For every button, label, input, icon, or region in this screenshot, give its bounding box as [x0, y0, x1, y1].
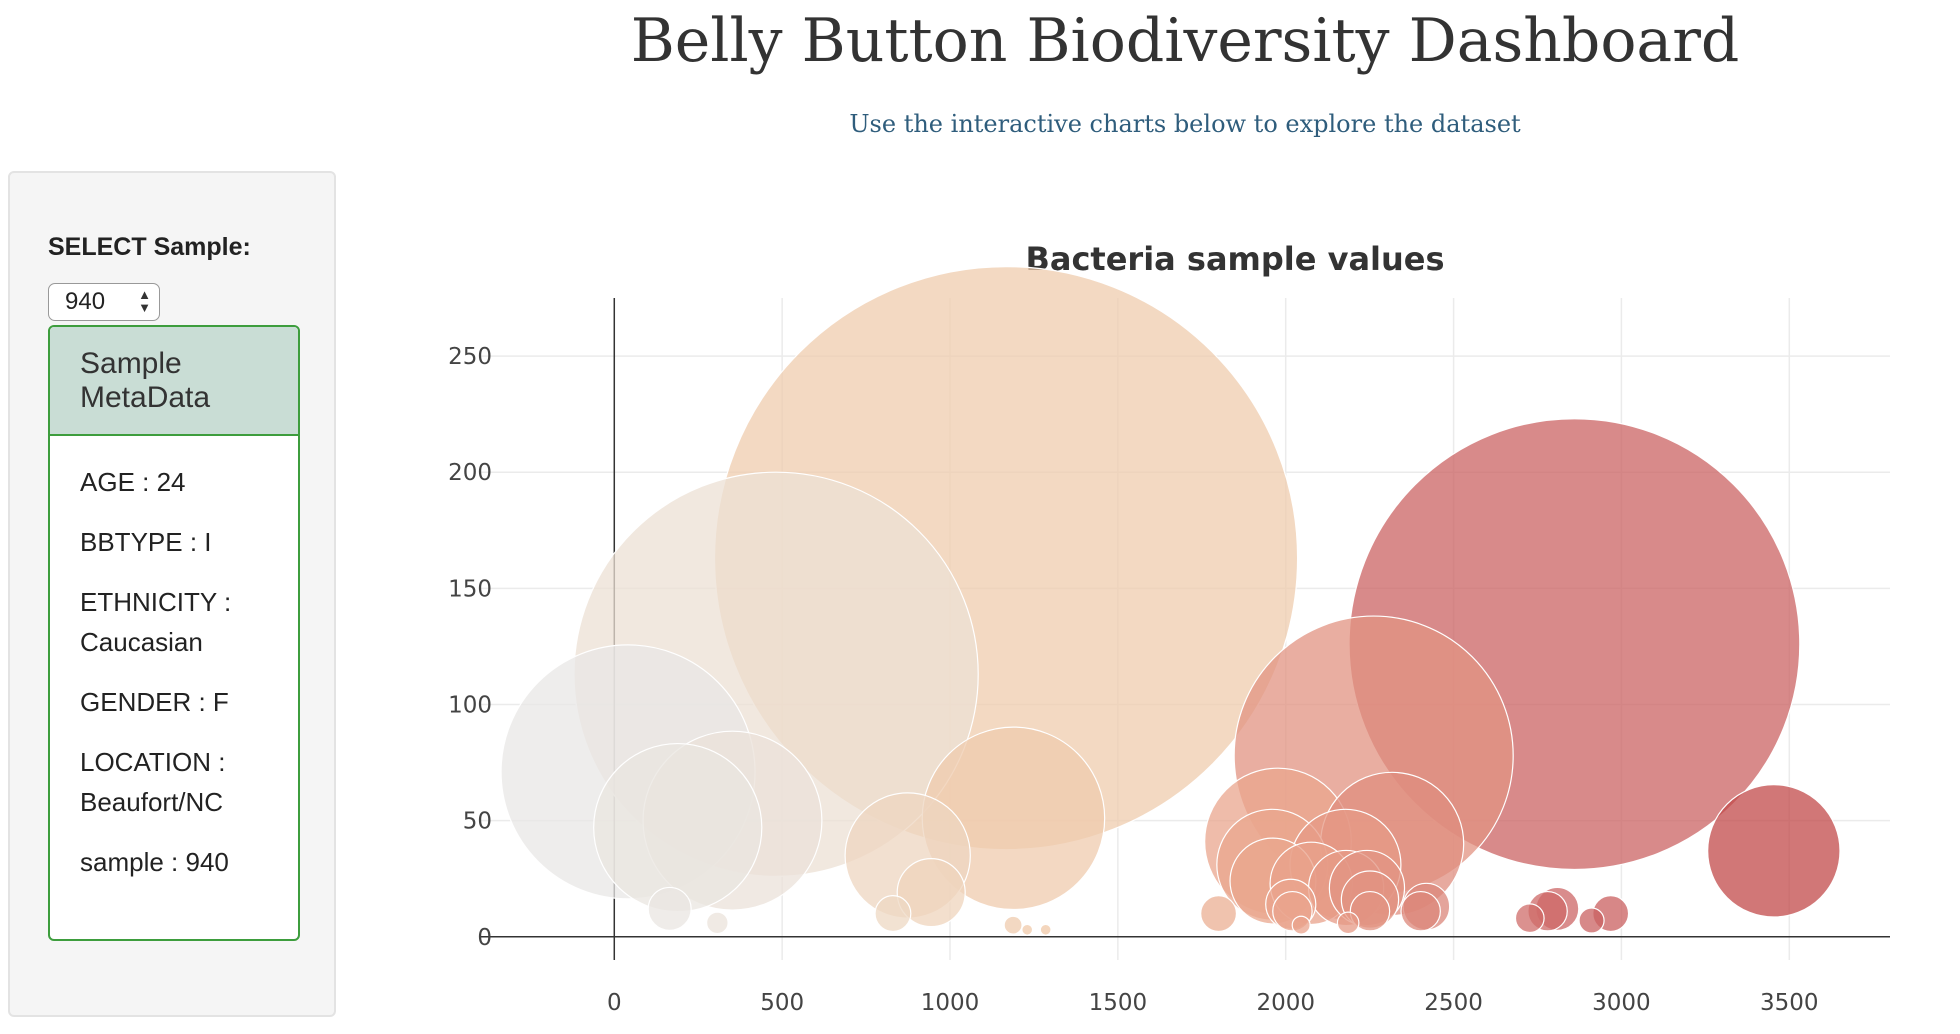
sample-select-value: 940: [65, 288, 106, 315]
metadata-age: AGE : 24: [80, 467, 186, 497]
bubble-point[interactable]: [1291, 915, 1311, 935]
bubble-point[interactable]: [1021, 923, 1034, 936]
metadata-bbtype: BBTYPE : I: [80, 527, 212, 557]
chart-title: Bacteria sample values: [1025, 240, 1444, 278]
metadata-ethnicity: ETHNICITY : Caucasian: [80, 587, 232, 657]
metadata-location: LOCATION : Beaufort/NC: [80, 747, 226, 817]
bubble-point[interactable]: [896, 858, 966, 928]
bubble-point[interactable]: [874, 895, 912, 933]
metadata-list: AGE : 24 BBTYPE : I ETHNICITY : Caucasia…: [50, 436, 298, 882]
y-tick-label: 100: [448, 692, 492, 718]
select-sample-label: SELECT Sample:: [48, 233, 251, 261]
y-tick-label: 150: [448, 576, 492, 602]
bubble-point[interactable]: [1349, 890, 1391, 932]
x-tick-label: 2000: [1256, 990, 1315, 1016]
x-tick-label: 3000: [1592, 990, 1651, 1016]
bubble-point[interactable]: [593, 742, 763, 913]
tick-labels: 0 500 1000 1500 2000 2500 3000 3500 0 50 100 150 200…: [448, 344, 1818, 1016]
y-tick-label: 50: [463, 809, 492, 835]
x-tick-label: 1000: [921, 990, 980, 1016]
bubble-point[interactable]: [706, 911, 729, 935]
bubble-point[interactable]: [1039, 923, 1052, 936]
select-arrows-icon: ▲ ▼: [138, 287, 151, 315]
page-title: Belly Button Biodiversity Dashboard: [630, 6, 1740, 76]
bubble-point[interactable]: [1514, 903, 1545, 934]
page-subtitle: Use the interactive charts below to expl…: [849, 110, 1521, 138]
metadata-gender: GENDER : F: [80, 687, 229, 717]
bubble-point[interactable]: [1707, 784, 1841, 918]
metadata-sample: sample : 940: [80, 847, 229, 877]
y-tick-label: 200: [448, 460, 492, 486]
metadata-panel: Sample MetaData AGE : 24 BBTYPE : I ETHN…: [48, 325, 300, 941]
x-tick-label: 500: [760, 990, 804, 1016]
bubble-point[interactable]: [1400, 890, 1441, 932]
x-tick-label: 0: [607, 990, 622, 1016]
x-tick-label: 3500: [1760, 990, 1819, 1016]
y-tick-label: 0: [477, 925, 492, 951]
sidebar: SELECT Sample: 940 ▲ ▼ Sample MetaData AG…: [8, 171, 336, 1017]
y-tick-label: 250: [448, 344, 492, 370]
x-tick-label: 2500: [1424, 990, 1483, 1016]
x-tick-label: 1500: [1089, 990, 1148, 1016]
bubble-point[interactable]: [1336, 911, 1360, 935]
bubble-point[interactable]: [647, 886, 692, 931]
bubble-chart[interactable]: Bacteria sample values 0 500 1000 1500 2000 2…: [430, 220, 1920, 1025]
bubble-point[interactable]: [1578, 907, 1605, 934]
sample-select[interactable]: 940 ▲ ▼: [48, 283, 160, 321]
metadata-panel-title: Sample MetaData: [50, 327, 298, 436]
bubbles[interactable]: [500, 266, 1841, 936]
bubble-point[interactable]: [1003, 915, 1023, 935]
bubble-chart-svg[interactable]: Bacteria sample values 0 500 1000 1500 2000 2…: [430, 220, 1920, 1020]
bubble-point[interactable]: [1200, 895, 1238, 933]
